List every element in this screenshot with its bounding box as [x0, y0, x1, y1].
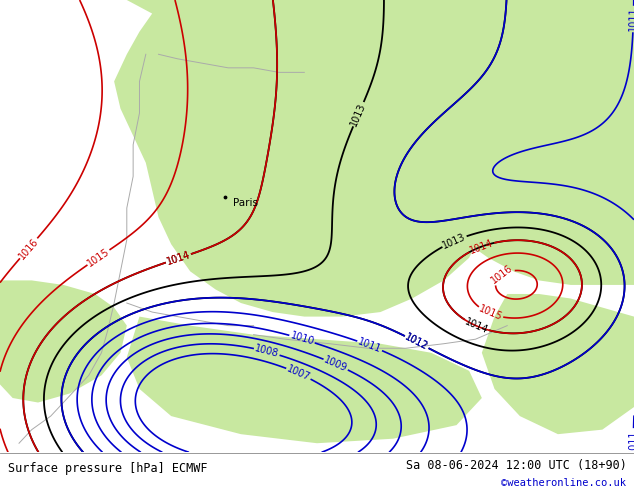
- Text: 1014: 1014: [165, 250, 191, 267]
- Text: Paris: Paris: [233, 198, 258, 208]
- Polygon shape: [114, 0, 577, 317]
- Text: 1015: 1015: [477, 304, 504, 323]
- Polygon shape: [158, 0, 222, 68]
- Text: 1014: 1014: [469, 238, 495, 256]
- Polygon shape: [127, 317, 482, 443]
- Text: 1008: 1008: [254, 343, 280, 360]
- Text: 1010: 1010: [289, 331, 315, 347]
- Text: 1013: 1013: [349, 101, 368, 127]
- Text: 1011: 1011: [628, 429, 634, 454]
- Polygon shape: [482, 294, 634, 434]
- Text: Sa 08-06-2024 12:00 UTC (18+90): Sa 08-06-2024 12:00 UTC (18+90): [406, 459, 626, 472]
- Text: 1016: 1016: [16, 236, 41, 261]
- Text: 1014: 1014: [463, 317, 489, 335]
- Text: 1007: 1007: [285, 364, 312, 383]
- Text: 1013: 1013: [441, 232, 467, 250]
- Polygon shape: [349, 0, 634, 285]
- Text: 1012: 1012: [403, 332, 430, 352]
- Text: 1016: 1016: [489, 263, 515, 286]
- Text: 1015: 1015: [86, 246, 112, 269]
- Text: 1014: 1014: [165, 250, 191, 267]
- Text: 1009: 1009: [323, 355, 349, 374]
- Text: 1011: 1011: [628, 7, 634, 31]
- Text: ©weatheronline.co.uk: ©weatheronline.co.uk: [501, 478, 626, 488]
- Polygon shape: [0, 280, 127, 402]
- Text: 1011: 1011: [356, 337, 383, 355]
- Text: Surface pressure [hPa] ECMWF: Surface pressure [hPa] ECMWF: [8, 462, 207, 475]
- Text: 1012: 1012: [403, 332, 430, 352]
